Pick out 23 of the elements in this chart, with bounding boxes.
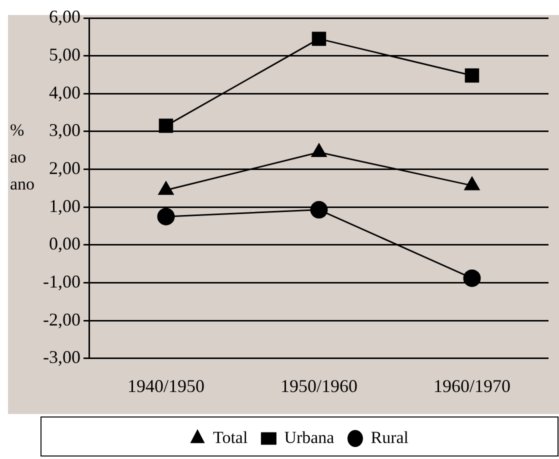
x-tick-label: 1950/1960 (280, 376, 358, 396)
y-axis-title: % ao ano (10, 120, 35, 194)
y-tick-label: 3,00 (48, 120, 80, 140)
y-tick-label: 5,00 (48, 44, 80, 65)
legend-label: Urbana (284, 428, 335, 447)
x-tick-label: 1960/1970 (433, 376, 511, 396)
y-tick-label: 4,00 (48, 82, 80, 102)
y-tick-label: -3,00 (42, 347, 80, 368)
y-tick-label: 1,00 (48, 196, 80, 216)
y-tick-label: 2,00 (48, 158, 80, 178)
point (464, 68, 480, 83)
y-tick-label: 6,00 (48, 6, 80, 27)
y-tick-label: -1,00 (42, 271, 80, 292)
point (157, 208, 175, 226)
legend-label: Rural (370, 428, 409, 447)
x-tick-label: 1940/1950 (127, 376, 205, 396)
point (158, 118, 174, 133)
y-tick-label: -2,00 (42, 309, 80, 330)
point (312, 32, 326, 46)
y-tick-label: 0,00 (48, 234, 80, 254)
point (310, 201, 328, 219)
point (463, 269, 481, 287)
legend-label: Total (213, 428, 248, 447)
